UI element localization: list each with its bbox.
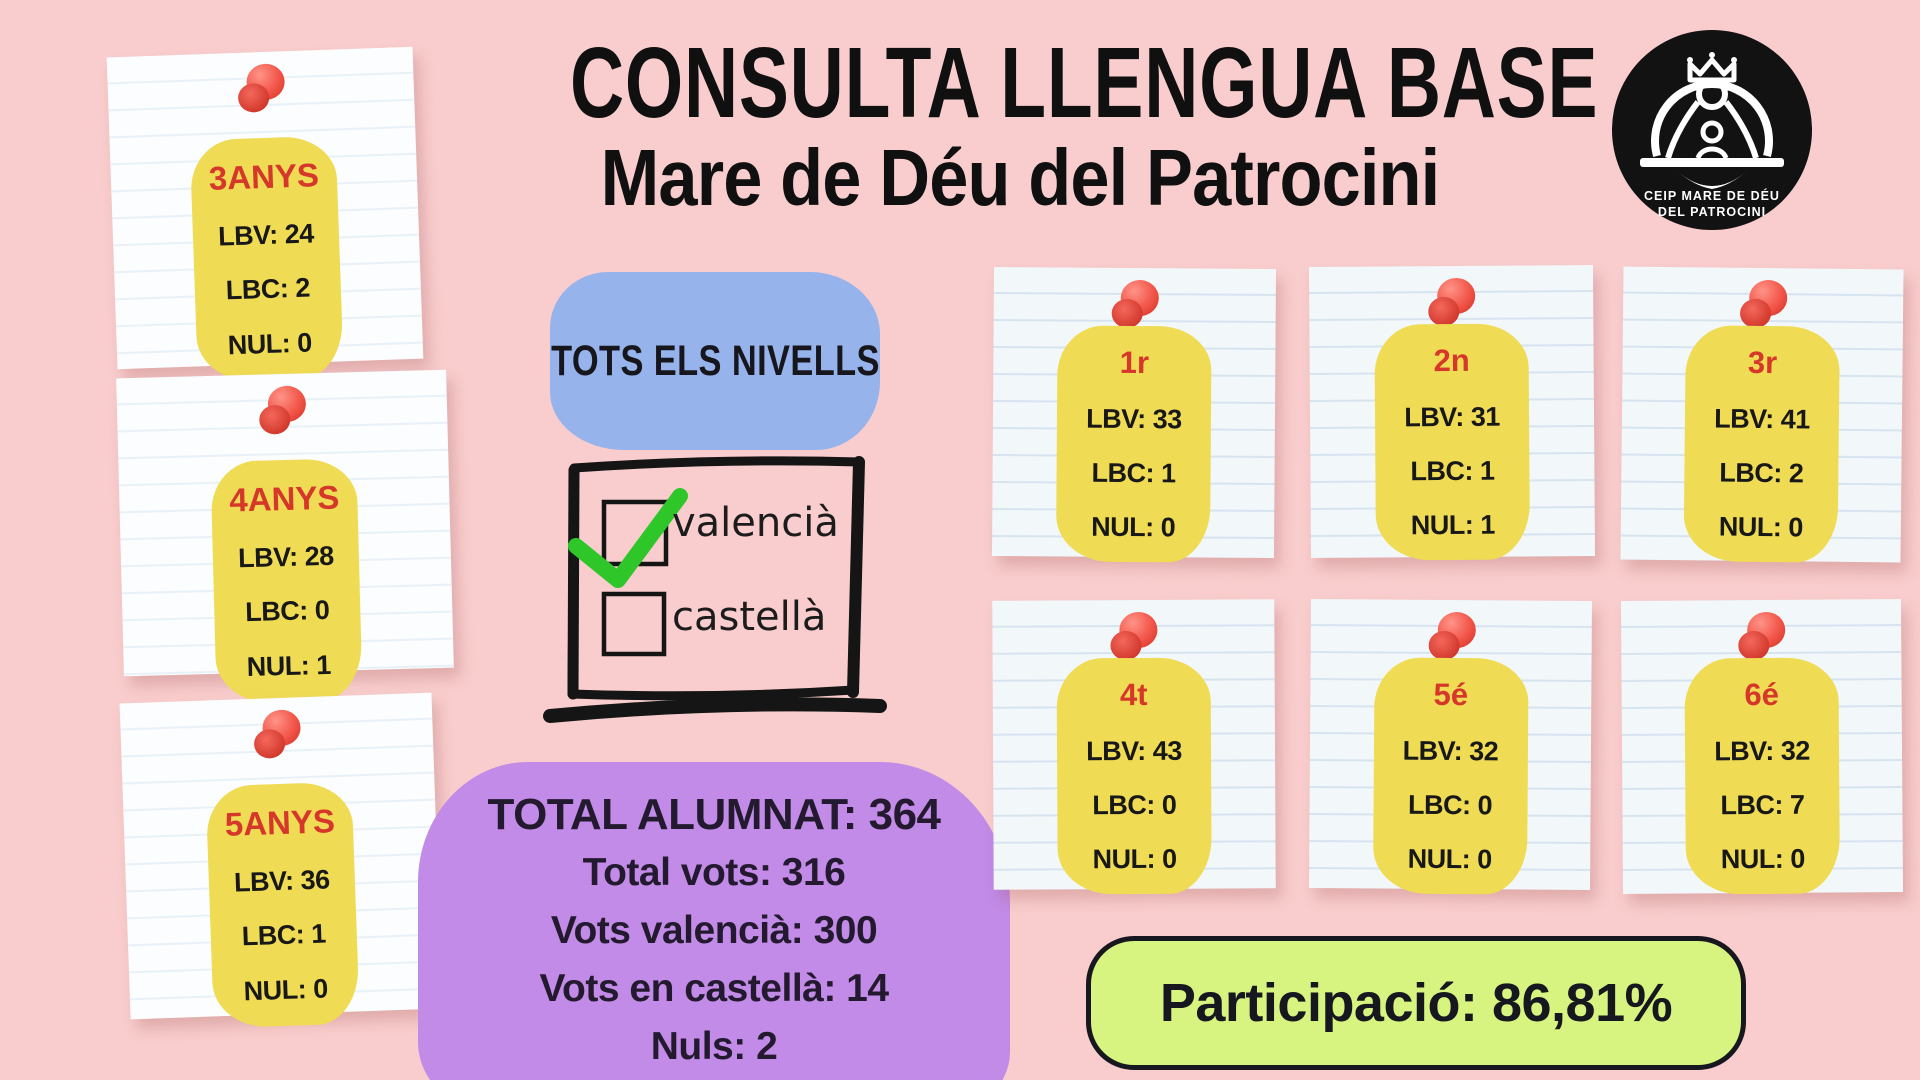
ballot-frame-icon: [543, 456, 887, 723]
note-nul: NUL: 0: [1091, 511, 1176, 542]
note-lbv: LBV: 41: [1714, 403, 1810, 435]
note-nul: NUL: 0: [1718, 511, 1803, 543]
participation-badge: Participació: 86,81%: [1086, 936, 1746, 1070]
green-check-icon: [568, 488, 688, 588]
sticky-note-5e: 5é LBV: 32 LBC: 0 NUL: 0: [1308, 599, 1593, 895]
push-pin-icon: [250, 709, 304, 763]
ballot-option-valencia: valencià: [672, 500, 839, 546]
totals-line-valencia: Vots valencià: 300: [550, 909, 878, 952]
child-icon: [1700, 120, 1724, 144]
totals-line-castella: Vots en castellà: 14: [539, 967, 889, 1010]
note-lbv: LBV: 33: [1086, 403, 1182, 435]
note-lbc: LBC: 0: [244, 595, 330, 628]
note-grade: 3ANYS: [208, 155, 320, 197]
page-title: CONSULTA LLENGUA BASE: [570, 27, 1599, 139]
sticky-note-2n: 2n LBV: 31 LBC: 1 NUL: 1: [1308, 265, 1596, 561]
logo-text-line1: CEIP MARE DE DÉU: [1644, 188, 1780, 203]
note-grade: 1r: [1119, 345, 1150, 381]
logo-text-line2: DEL PATROCINI: [1658, 205, 1766, 219]
participation-label: Participació: 86,81%: [1159, 973, 1673, 1033]
note-lbv: LBV: 32: [1714, 735, 1810, 767]
push-pin-icon: [1425, 278, 1477, 330]
note-nul: NUL: 0: [1407, 843, 1492, 874]
note-nul: NUL: 0: [243, 973, 329, 1007]
note-nul: NUL: 1: [1410, 509, 1495, 540]
sticky-note-1r: 1r LBV: 33 LBC: 1 NUL: 0: [991, 267, 1277, 563]
note-lbc: LBC: 2: [225, 272, 311, 306]
arch-icon: [1651, 80, 1773, 158]
note-nul: NUL: 1: [246, 649, 332, 683]
note-lbc: LBC: 0: [1407, 789, 1493, 821]
sticky-note-4anys: 4ANYS LBV: 28 LBC: 0 NUL: 1: [116, 369, 454, 704]
ballot-box: valencià castellà: [540, 442, 902, 754]
note-label-blob: 4t LBV: 43 LBC: 0 NUL: 0: [1056, 657, 1212, 895]
note-lbc: LBC: 7: [1720, 789, 1805, 821]
note-lbv: LBV: 24: [217, 217, 315, 252]
note-label-blob: 6é LBV: 32 LBC: 7 NUL: 0: [1684, 657, 1841, 895]
sticky-note-4t: 4t LBV: 43 LBC: 0 NUL: 0: [992, 599, 1276, 895]
push-pin-icon: [1107, 612, 1159, 664]
push-pin-icon: [1425, 612, 1477, 664]
note-lbv: LBV: 32: [1402, 735, 1499, 767]
note-lbv: LBV: 28: [237, 540, 335, 573]
crown-icon: [1687, 57, 1737, 83]
madonna-head-icon: [1696, 78, 1728, 110]
checkbox-castella: [601, 591, 667, 657]
sticky-note-6e: 6é LBV: 32 LBC: 7 NUL: 0: [1620, 599, 1904, 895]
note-grade: 4ANYS: [228, 478, 340, 519]
note-label-blob: 3ANYS LBV: 24 LBC: 2 NUL: 0: [189, 135, 344, 383]
note-label-blob: 3r LBV: 41 LBC: 2 NUL: 0: [1683, 325, 1840, 563]
note-grade: 4t: [1119, 677, 1148, 713]
note-nul: NUL: 0: [1720, 843, 1805, 874]
push-pin-icon: [255, 385, 308, 438]
totals-line-vots: Total vots: 316: [582, 851, 846, 894]
page-subtitle: Mare de Déu del Patrocini: [600, 133, 1441, 222]
note-grade: 3r: [1747, 345, 1778, 381]
all-levels-label: TOTS ELS NIVELLS: [550, 336, 880, 385]
note-lbv: LBV: 31: [1404, 401, 1500, 433]
push-pin-icon: [1737, 280, 1790, 333]
push-pin-icon: [1109, 280, 1161, 332]
sticky-note-3anys: 3ANYS LBV: 24 LBC: 2 NUL: 0: [106, 46, 424, 383]
totals-line-nuls: Nuls: 2: [650, 1025, 778, 1068]
note-label-blob: 5ANYS LBV: 36 LBC: 1 NUL: 0: [205, 781, 360, 1029]
push-pin-icon: [1735, 612, 1787, 664]
all-levels-banner: TOTS ELS NIVELLS: [550, 272, 880, 450]
totals-line-alumnat: TOTAL ALUMNAT: 364: [487, 790, 941, 839]
note-grade: 2n: [1433, 343, 1470, 379]
note-grade: 5é: [1433, 677, 1469, 713]
note-lbc: LBC: 2: [1719, 457, 1804, 489]
sticky-note-5anys: 5ANYS LBV: 36 LBC: 1 NUL: 0: [119, 692, 443, 1029]
note-lbc: LBC: 1: [241, 918, 327, 952]
note-lbc: LBC: 1: [1091, 457, 1176, 489]
school-logo: CEIP MARE DE DÉU DEL PATROCINI: [1610, 28, 1814, 232]
note-lbc: LBC: 1: [1410, 455, 1495, 487]
push-pin-icon: [234, 63, 288, 117]
totals-panel: TOTAL ALUMNAT: 364 Total vots: 316 Vots …: [418, 762, 1010, 1080]
note-label-blob: 2n LBV: 31 LBC: 1 NUL: 1: [1374, 323, 1531, 561]
note-lbc: LBC: 0: [1092, 789, 1177, 821]
note-lbv: LBV: 43: [1086, 735, 1182, 767]
school-logo-icon: CEIP MARE DE DÉU DEL PATROCINI: [1612, 30, 1812, 230]
note-lbv: LBV: 36: [233, 863, 331, 898]
note-nul: NUL: 0: [227, 327, 313, 361]
note-grade: 5ANYS: [224, 801, 336, 843]
sticky-note-3r: 3r LBV: 41 LBC: 2 NUL: 0: [1620, 266, 1904, 563]
note-label-blob: 4ANYS LBV: 28 LBC: 0 NUL: 1: [210, 458, 363, 704]
ballot-option-castella: castellà: [672, 594, 827, 640]
note-label-blob: 1r LBV: 33 LBC: 1 NUL: 0: [1055, 325, 1212, 563]
note-label-blob: 5é LBV: 32 LBC: 0 NUL: 0: [1372, 657, 1529, 895]
note-nul: NUL: 0: [1092, 843, 1177, 874]
note-grade: 6é: [1744, 677, 1779, 713]
